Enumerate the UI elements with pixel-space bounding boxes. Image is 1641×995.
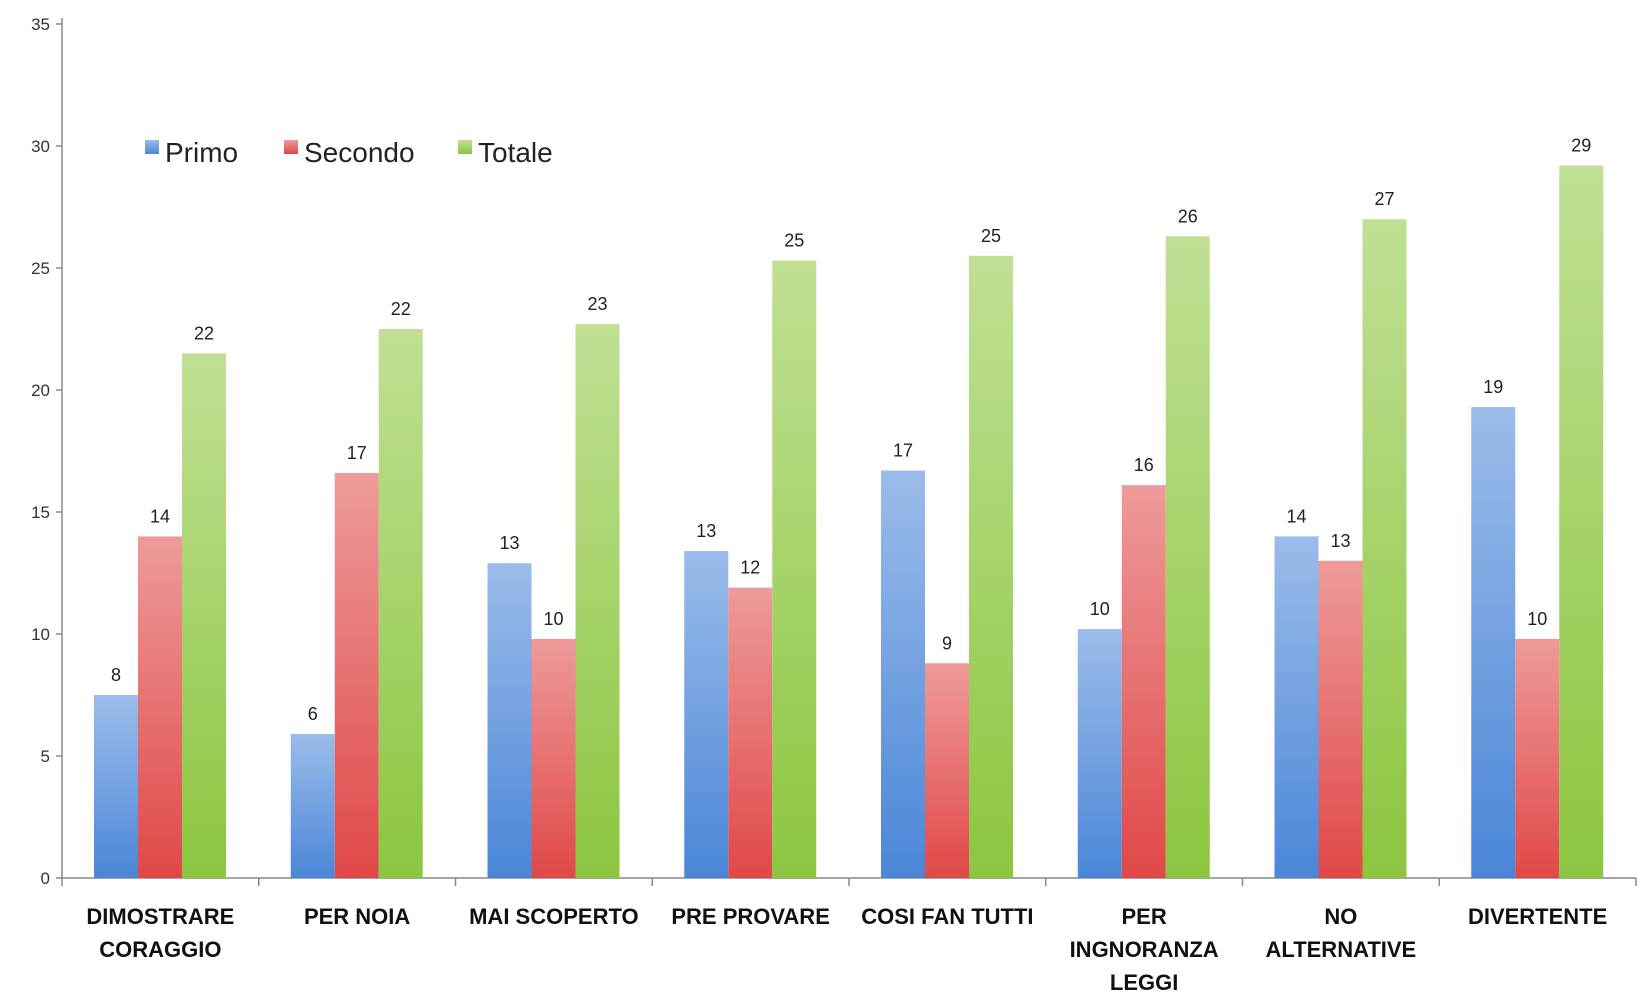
data-label-secondo-6: 13 bbox=[1330, 531, 1350, 551]
bar-primo-7 bbox=[1471, 407, 1516, 878]
legend-label-secondo: Secondo bbox=[304, 137, 415, 168]
data-label-totale-4: 25 bbox=[981, 226, 1001, 246]
data-label-primo-3: 13 bbox=[696, 521, 716, 541]
category-label-3: PRE PROVARE bbox=[671, 904, 830, 929]
y-tick-label: 35 bbox=[31, 15, 50, 34]
bar-primo-3 bbox=[684, 551, 729, 878]
bar-primo-4 bbox=[881, 470, 925, 878]
y-tick-label: 5 bbox=[41, 747, 50, 766]
category-label-6: NO ALTERNATIVE bbox=[1266, 904, 1417, 962]
bar-primo-6 bbox=[1274, 536, 1319, 878]
bar-totale-0 bbox=[182, 353, 226, 878]
data-label-primo-5: 10 bbox=[1090, 599, 1110, 619]
category-label-5: PER INGNORANZA LEGGI bbox=[1070, 904, 1219, 995]
category-labels-layer: DIMOSTRARE CORAGGIO PER NOIA MAI SCOPERTO PR… bbox=[86, 904, 1607, 995]
data-label-primo-2: 13 bbox=[499, 533, 519, 553]
bar-primo-1 bbox=[290, 734, 335, 878]
data-label-totale-0: 22 bbox=[194, 323, 214, 343]
y-tick-label: 10 bbox=[31, 625, 50, 644]
category-label-4: COSI FAN TUTTI bbox=[861, 904, 1033, 929]
data-label-totale-2: 23 bbox=[587, 294, 607, 314]
data-label-totale-1: 22 bbox=[391, 299, 411, 319]
category-label-7: DIVERTENTE bbox=[1468, 904, 1607, 929]
data-label-primo-1: 6 bbox=[308, 704, 318, 724]
category-label-0: DIMOSTRARE CORAGGIO bbox=[86, 904, 234, 962]
bar-secondo-3 bbox=[728, 587, 773, 878]
data-label-totale-5: 26 bbox=[1178, 206, 1198, 226]
data-label-secondo-5: 16 bbox=[1134, 455, 1154, 475]
bar-primo-2 bbox=[487, 563, 532, 878]
bar-totale-3 bbox=[772, 260, 817, 878]
category-label-1: PER NOIA bbox=[304, 904, 410, 929]
bars-layer bbox=[94, 165, 1604, 879]
y-tick-label: 0 bbox=[41, 869, 50, 888]
legend: Primo Secondo Totale bbox=[145, 137, 553, 168]
bar-totale-5 bbox=[1165, 236, 1210, 878]
legend-swatch-totale bbox=[458, 140, 472, 154]
bar-totale-1 bbox=[378, 329, 423, 878]
bar-totale-7 bbox=[1559, 165, 1604, 878]
data-label-secondo-2: 10 bbox=[543, 609, 563, 629]
data-labels-layer: 8 14 22 6 17 22 13 10 23 13 12 25 17 9 25 10 16 26 14 13 27 1… bbox=[111, 136, 1591, 725]
bar-primo-0 bbox=[94, 695, 138, 878]
y-tick-label: 20 bbox=[31, 381, 50, 400]
bar-totale-6 bbox=[1362, 219, 1407, 878]
y-tick-label: 25 bbox=[31, 259, 50, 278]
data-label-secondo-3: 12 bbox=[740, 558, 760, 578]
data-label-primo-0: 8 bbox=[111, 665, 121, 685]
data-label-secondo-4: 9 bbox=[942, 633, 952, 653]
data-label-primo-6: 14 bbox=[1286, 506, 1306, 526]
category-label-2: MAI SCOPERTO bbox=[469, 904, 639, 929]
data-label-totale-6: 27 bbox=[1374, 189, 1394, 209]
bar-secondo-7 bbox=[1515, 638, 1560, 878]
legend-swatch-secondo bbox=[284, 140, 298, 154]
data-label-secondo-1: 17 bbox=[347, 443, 367, 463]
legend-swatch-primo bbox=[145, 140, 159, 154]
data-label-secondo-0: 14 bbox=[150, 506, 170, 526]
data-label-primo-4: 17 bbox=[893, 441, 913, 461]
data-label-secondo-7: 10 bbox=[1527, 609, 1547, 629]
bar-secondo-1 bbox=[334, 472, 379, 878]
bar-primo-5 bbox=[1077, 629, 1122, 878]
bar-secondo-5 bbox=[1121, 485, 1166, 878]
bar-secondo-0 bbox=[138, 536, 182, 878]
bar-secondo-4 bbox=[925, 663, 969, 878]
y-tick-label: 30 bbox=[31, 137, 50, 156]
legend-label-primo: Primo bbox=[165, 137, 238, 168]
bar-secondo-6 bbox=[1318, 560, 1363, 878]
bar-secondo-2 bbox=[531, 638, 576, 878]
legend-label-totale: Totale bbox=[478, 137, 553, 168]
data-label-primo-7: 19 bbox=[1483, 377, 1503, 397]
data-label-totale-3: 25 bbox=[784, 231, 804, 251]
bar-totale-2 bbox=[575, 324, 620, 878]
y-tick-label: 15 bbox=[31, 503, 50, 522]
bar-totale-4 bbox=[969, 255, 1013, 879]
data-label-totale-7: 29 bbox=[1571, 136, 1591, 156]
